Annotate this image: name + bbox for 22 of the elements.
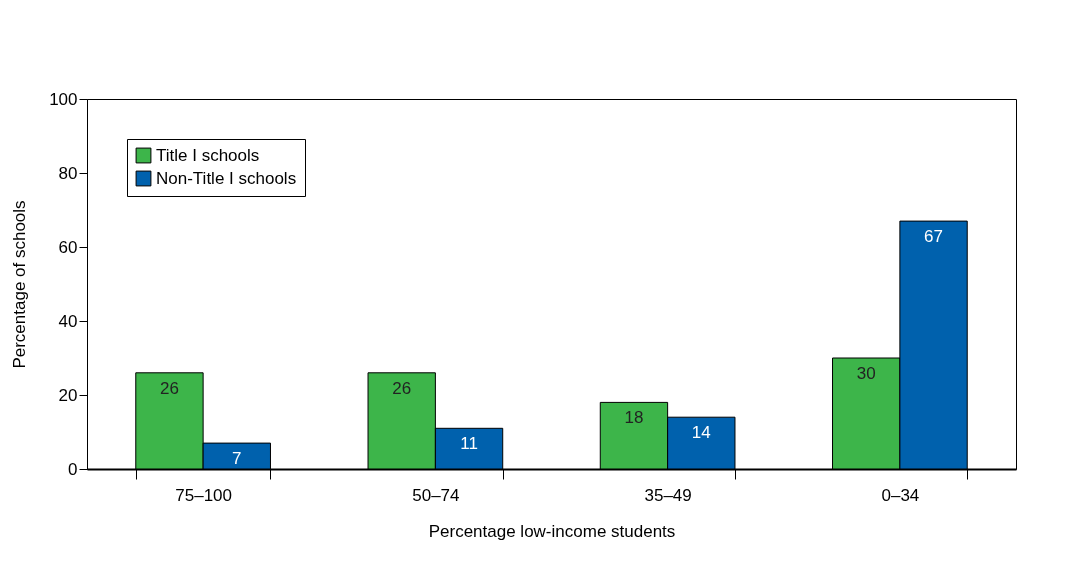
data-label: 26 (392, 378, 412, 398)
y-tick-label: 80 (58, 163, 78, 183)
y-tick-label: 40 (58, 311, 78, 331)
x-tick-label: 0–34 (881, 485, 920, 505)
data-label: 11 (460, 434, 478, 454)
y-tick-label: 60 (58, 237, 78, 257)
data-label: 30 (856, 364, 876, 383)
legend-label: Non-Title I schools (156, 168, 297, 188)
data-label: 14 (691, 423, 711, 443)
x-tick-label: 35–49 (644, 485, 692, 505)
x-tick-label: 50–74 (412, 485, 460, 505)
y-tick-label: 100 (49, 89, 78, 109)
data-label: 26 (159, 378, 179, 398)
legend-label: Title I schools (156, 145, 260, 165)
data-label: 18 (624, 408, 644, 428)
data-label: 67 (924, 227, 944, 247)
y-tick-label: 0 (68, 459, 78, 479)
x-tick-label: 75–100 (175, 485, 232, 505)
x-axis-title: Percentage low-income students (428, 521, 676, 541)
y-tick-label: 20 (58, 385, 78, 405)
y-axis-title: Percentage of schools (10, 200, 30, 369)
data-label: 7 (232, 449, 242, 469)
